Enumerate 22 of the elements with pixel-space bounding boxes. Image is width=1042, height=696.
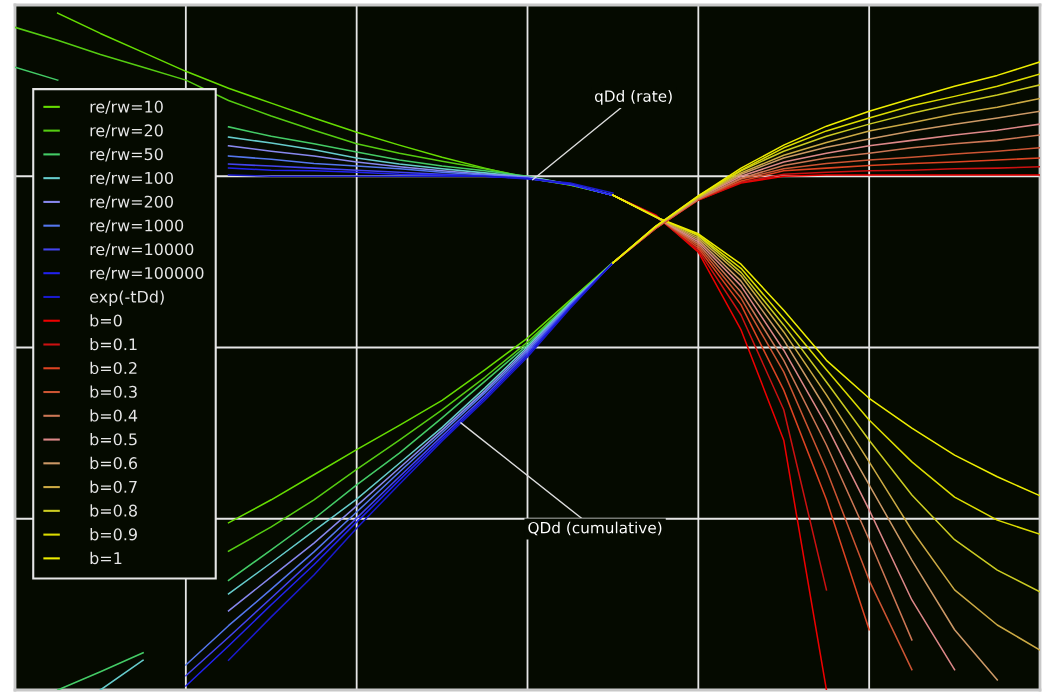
legend-label: re/rw=10	[90, 100, 163, 114]
legend-label: b=0.2	[90, 361, 137, 375]
legend-label: b=0.9	[90, 528, 137, 541]
legend-label: re/rw=50	[90, 148, 163, 162]
legend-label: re/rw=10000	[90, 243, 194, 257]
legend-label: b=0.1	[90, 337, 137, 351]
legend-label: b=0.5	[90, 433, 137, 446]
legend-label: exp(-tDd)	[90, 290, 164, 306]
legend-label: b=0.7	[90, 480, 137, 493]
annotation: qDd (rate)	[594, 90, 672, 105]
legend-label: b=0	[90, 314, 122, 327]
legend-label: re/rw=200	[90, 195, 173, 209]
legend-label: b=0.3	[90, 385, 137, 398]
legend-label: re/rw=1000	[90, 219, 184, 233]
legend-label: re/rw=100000	[90, 266, 204, 281]
annotation: QDd (cumulative)	[528, 521, 662, 536]
legend-label: b=0.6	[90, 456, 138, 470]
legend-label: b=0.8	[90, 504, 137, 517]
legend-label: b=1	[90, 551, 122, 565]
legend-label: re/rw=20	[90, 124, 163, 138]
legend-label: b=0.4	[90, 409, 138, 422]
legend-label: re/rw=100	[90, 171, 173, 186]
